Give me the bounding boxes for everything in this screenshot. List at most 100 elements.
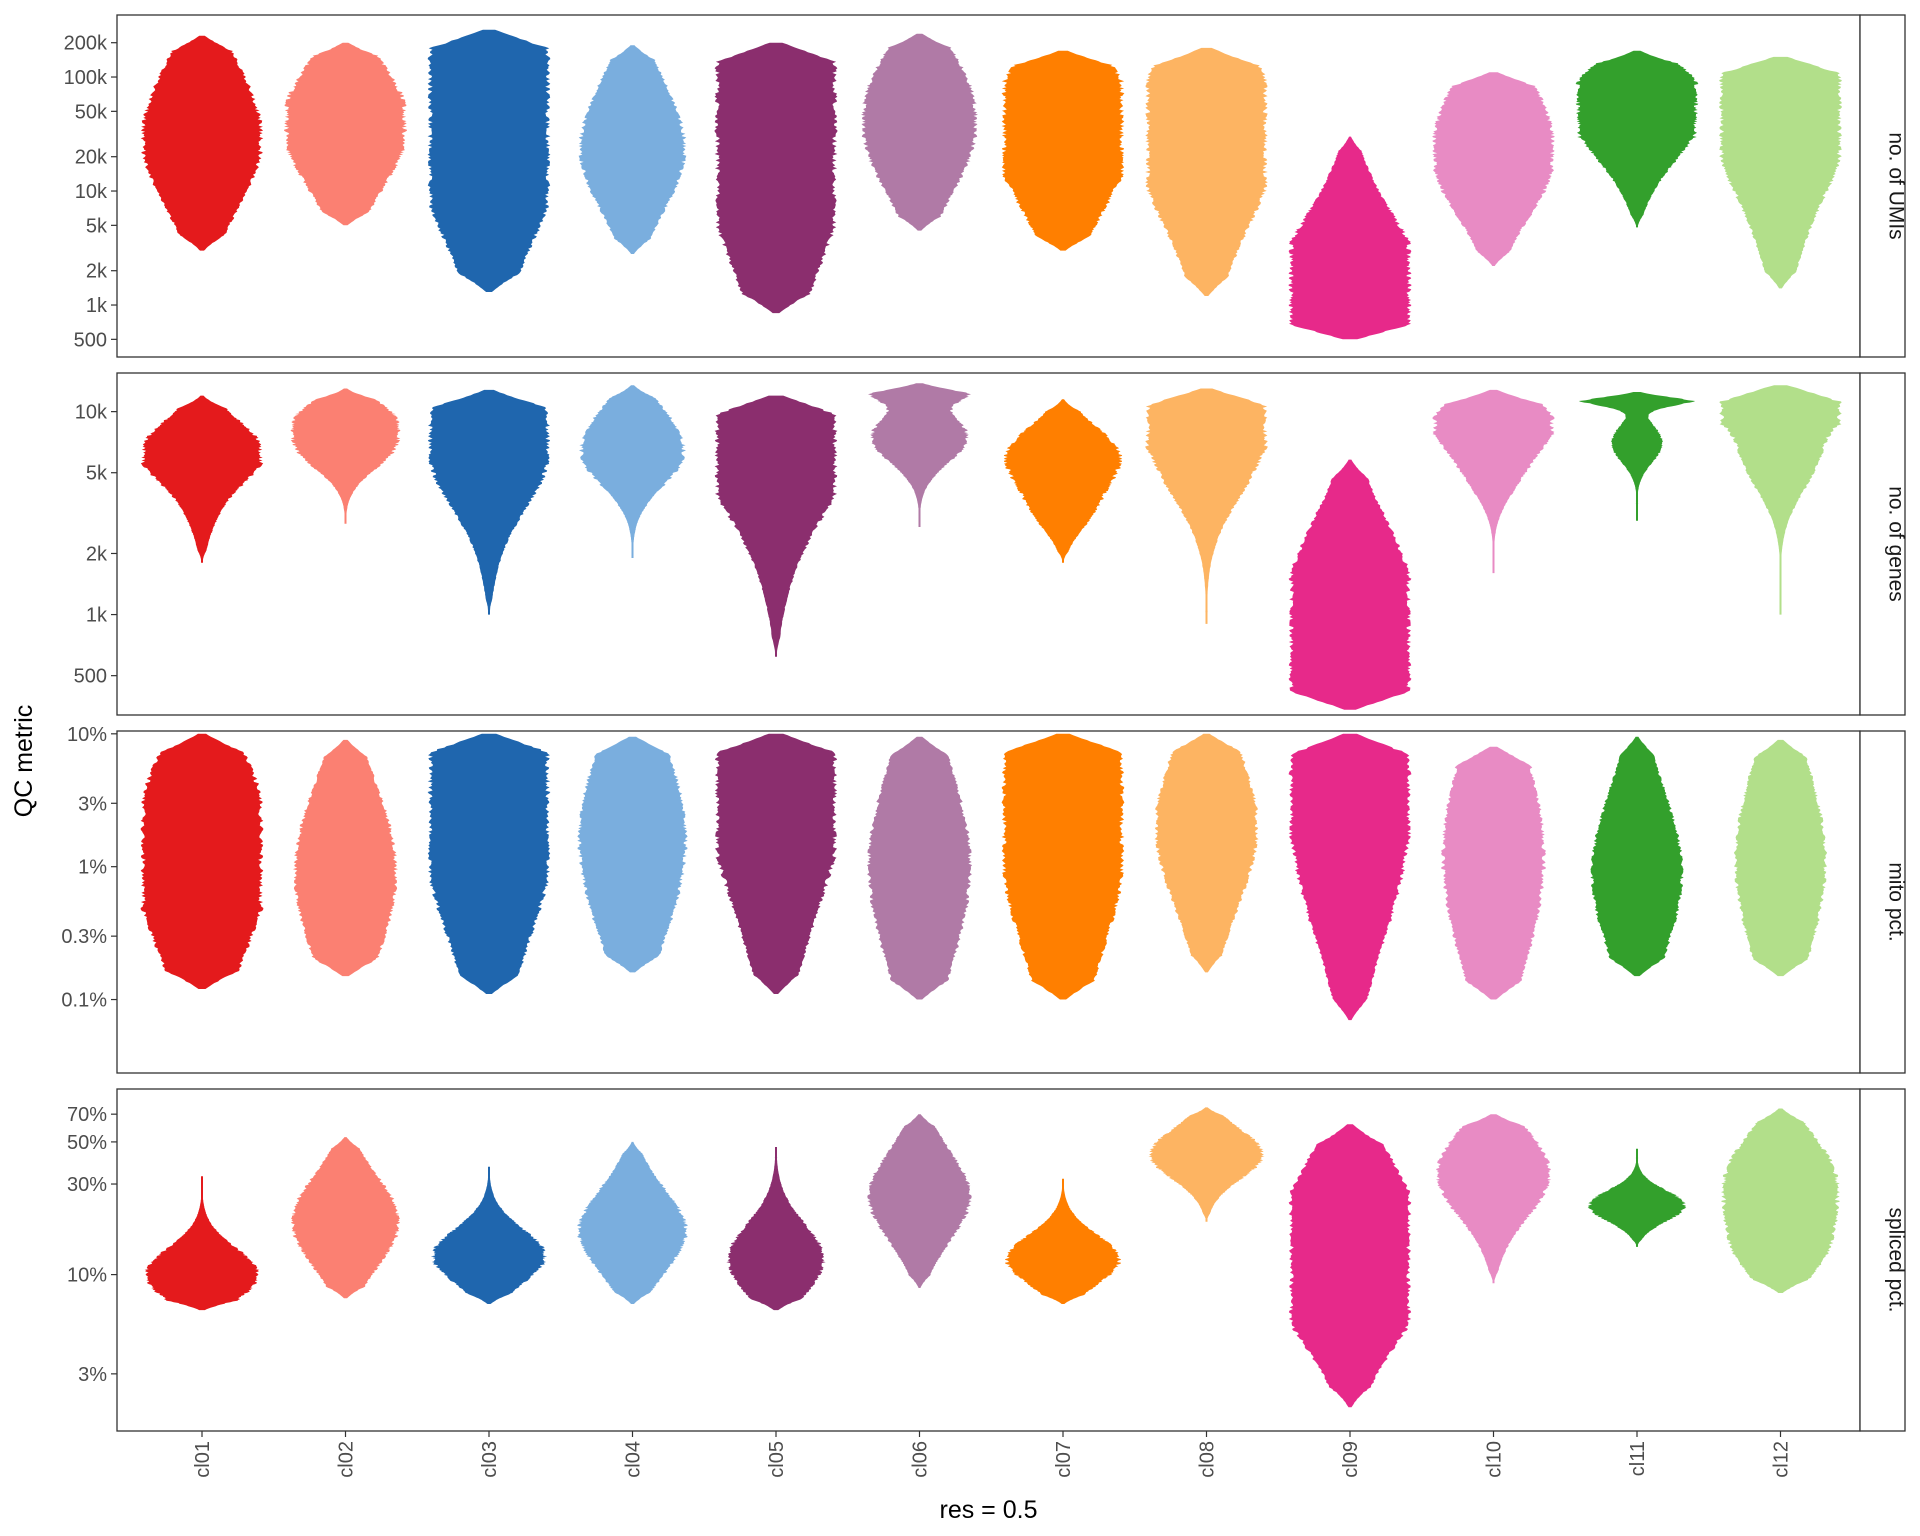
violin-cl05 xyxy=(714,733,838,994)
violin-cl01 xyxy=(140,733,264,989)
y-tick-label: 3% xyxy=(78,1364,107,1386)
y-tick-label: 10k xyxy=(75,181,108,203)
violin-cl03 xyxy=(430,1166,548,1304)
x-axis-title: res = 0.5 xyxy=(940,1496,1038,1524)
violin-cl06 xyxy=(867,1114,972,1288)
y-tick-label: 0.1% xyxy=(61,990,107,1012)
violin-cl12 xyxy=(1733,739,1828,977)
x-tick-label: cl12 xyxy=(1771,1441,1793,1478)
panel-4: spliced pct. 3% 10% 30% 50% 70% xyxy=(67,1088,1908,1432)
x-tick-label: cl07 xyxy=(1053,1441,1075,1478)
y-tick-label: 200k xyxy=(64,33,108,55)
x-tick-label: cl11 xyxy=(1627,1441,1649,1476)
x-tick-label: cl01 xyxy=(192,1441,214,1478)
violin-cl10 xyxy=(1441,746,1546,1000)
y-tick-label: 100k xyxy=(64,67,108,89)
violin-cl03 xyxy=(427,29,551,292)
violin-cl12 xyxy=(1719,56,1842,289)
violin-cl02 xyxy=(290,388,401,524)
violin-cl01 xyxy=(144,1176,260,1311)
x-tick-label: cl04 xyxy=(623,1441,645,1478)
facet-strip xyxy=(1859,14,1906,358)
panel-1: no. of UMIs 500 1k 2k 5k 10k 20k 50k 100k 200k xyxy=(64,14,1908,358)
violin-cl09 xyxy=(1288,459,1412,710)
violin-cl01 xyxy=(140,35,264,251)
violin-cl06 xyxy=(861,33,978,231)
violin-cl11 xyxy=(1578,392,1696,521)
y-tick-label: 3% xyxy=(78,793,107,815)
facet-strip-label: no. of UMIs xyxy=(1885,132,1908,239)
violin-cl06 xyxy=(866,736,973,1000)
y-tick-label: 10k xyxy=(75,402,108,424)
y-tick-label: 500 xyxy=(74,329,107,351)
violin-cl07 xyxy=(1004,1178,1122,1304)
x-tick-label: cl09 xyxy=(1340,1441,1362,1478)
y-tick-label: 5k xyxy=(86,463,108,485)
x-tick-label: cl03 xyxy=(479,1441,501,1478)
panel-border xyxy=(116,730,1861,1074)
violin-cl04 xyxy=(577,1141,688,1304)
violin-cl04 xyxy=(577,736,688,973)
y-tick-label: 50k xyxy=(75,101,108,123)
violin-cl02 xyxy=(290,1137,401,1299)
facet-strip xyxy=(1859,372,1906,716)
x-tick-label: cl02 xyxy=(336,1441,358,1478)
y-tick-label: 1k xyxy=(86,605,108,627)
y-tick-label: 50% xyxy=(67,1132,107,1154)
violin-cl09 xyxy=(1288,733,1412,1021)
violin-cl10 xyxy=(1435,1114,1552,1284)
y-tick-label: 30% xyxy=(67,1174,107,1196)
y-tick-label: 10% xyxy=(67,1265,107,1287)
x-tick-label: cl05 xyxy=(766,1441,788,1478)
violin-cl10 xyxy=(1432,72,1555,266)
y-tick-label: 10% xyxy=(67,724,107,746)
x-axis: cl01 cl02 cl03 cl04 cl05 cl06 cl07 cl08 cl09 cl10… xyxy=(192,1431,1793,1478)
violin-cl07 xyxy=(1003,399,1123,563)
facet-strip xyxy=(1859,1088,1906,1432)
violin-cl04 xyxy=(579,385,686,558)
panels-layer: no. of UMIs5001k2k5k10k20k50k100k200kno.… xyxy=(61,14,1908,1432)
panel-border xyxy=(116,372,1861,716)
y-tick-label: 2k xyxy=(86,543,108,565)
panel-border xyxy=(116,14,1861,358)
y-tick-label: 500 xyxy=(74,666,107,688)
violin-cl09 xyxy=(1288,1124,1412,1408)
violin-cl11 xyxy=(1587,1148,1687,1247)
y-tick-label: 1k xyxy=(86,295,108,317)
violin-cl08 xyxy=(1145,388,1268,624)
panel-2: no. of genes 500 1k 2k 5k 10k xyxy=(74,372,1908,716)
violin-cl03 xyxy=(427,389,551,615)
violin-cl08 xyxy=(1145,47,1268,297)
violin-cl10 xyxy=(1432,389,1555,574)
facet-strip-label: spliced pct. xyxy=(1885,1207,1908,1312)
y-tick-label: 5k xyxy=(86,215,108,237)
violin-cl02 xyxy=(284,42,407,226)
y-tick-label: 20k xyxy=(75,147,108,169)
violin-cl11 xyxy=(1590,736,1684,977)
violin-cl04 xyxy=(578,45,687,255)
violin-cl12 xyxy=(1721,1108,1840,1293)
x-tick-label: cl10 xyxy=(1484,1441,1506,1478)
y-tick-label: 70% xyxy=(67,1104,107,1126)
y-tick-label: 0.3% xyxy=(61,926,107,948)
violin-cl07 xyxy=(1001,50,1125,251)
facet-strip xyxy=(1859,730,1906,1074)
y-axis-title: QC metric xyxy=(10,705,38,818)
violin-cl11 xyxy=(1575,50,1699,228)
panel-border xyxy=(116,1088,1861,1432)
violin-cl01 xyxy=(140,395,264,563)
violin-cl05 xyxy=(726,1147,826,1311)
x-tick-label: cl08 xyxy=(1197,1441,1219,1478)
violin-cl06 xyxy=(868,383,971,527)
violin-cl05 xyxy=(714,395,838,657)
violin-cl12 xyxy=(1719,385,1842,615)
violin-cl02 xyxy=(293,739,398,977)
violin-cl07 xyxy=(1001,733,1125,1000)
violin-cl03 xyxy=(427,733,551,994)
violin-cl08 xyxy=(1154,733,1259,973)
violin-cl05 xyxy=(714,42,838,314)
violin-cl09 xyxy=(1288,136,1412,340)
panel-3: mito pct. 0.1% 0.3% 1% 3% 10% xyxy=(61,724,1908,1074)
